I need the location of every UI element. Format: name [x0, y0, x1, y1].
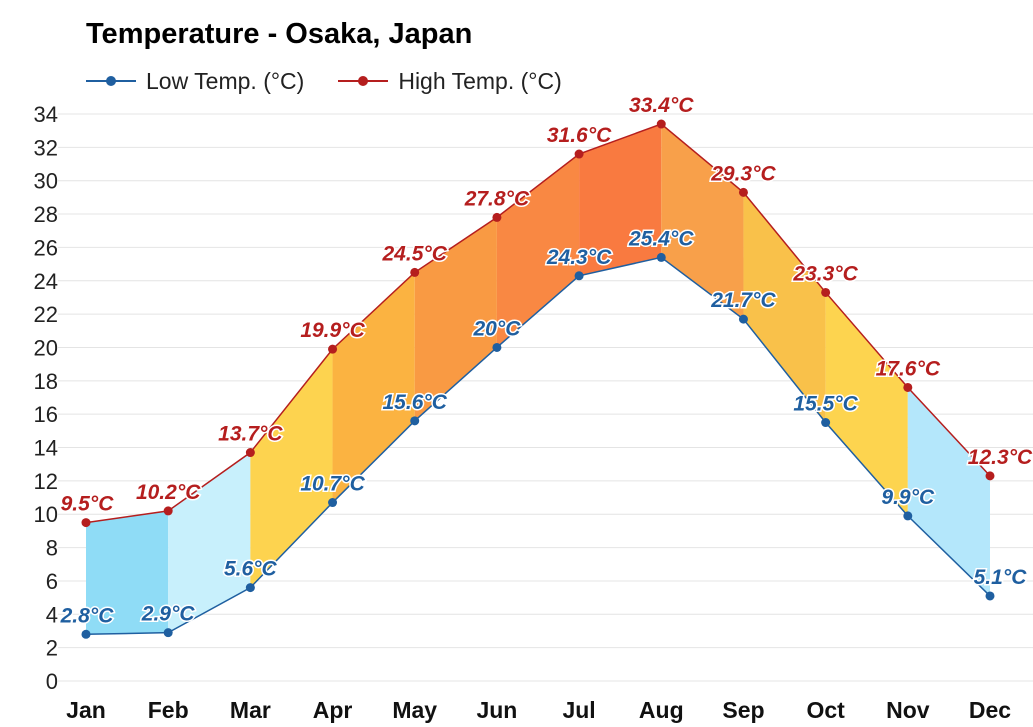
- high-temp-point: [328, 344, 338, 354]
- y-tick-label: 10: [34, 502, 58, 527]
- low-temp-data-label: 5.1°C: [974, 566, 1028, 589]
- x-tick-label: Jul: [562, 697, 595, 723]
- legend-low-label: Low Temp. (°C): [146, 67, 305, 94]
- high-temp-point: [245, 448, 255, 458]
- low-temp-data-label: 15.6°C: [383, 391, 448, 414]
- high-temp-data-label: 19.9°C: [300, 319, 365, 342]
- high-temp-point: [903, 382, 913, 392]
- legend-low-swatch: [86, 71, 136, 91]
- legend: Low Temp. (°C) High Temp. (°C): [86, 66, 596, 96]
- low-temp-point: [821, 418, 831, 428]
- low-temp-point: [410, 416, 420, 426]
- low-temp-point: [985, 591, 995, 601]
- low-temp-point: [245, 583, 255, 593]
- x-tick-label: Oct: [806, 697, 845, 723]
- low-temp-point: [328, 498, 338, 508]
- high-temp-data-label: 13.7°C: [218, 423, 283, 446]
- y-tick-label: 12: [34, 469, 58, 494]
- legend-item-high[interactable]: High Temp. (°C): [338, 67, 562, 95]
- x-tick-label: Feb: [148, 697, 189, 723]
- y-tick-label: 16: [34, 402, 58, 427]
- band-segment: [907, 387, 990, 596]
- band-segment: [414, 217, 497, 421]
- y-tick-label: 2: [46, 636, 58, 661]
- y-tick-label: 14: [34, 436, 58, 461]
- band-segment: [332, 272, 415, 503]
- y-tick-label: 24: [34, 269, 58, 294]
- y-tick-label: 4: [46, 602, 58, 627]
- high-temp-point: [656, 119, 666, 129]
- high-temp-point: [738, 187, 748, 197]
- high-temp-point: [163, 506, 173, 516]
- x-tick-label: Dec: [969, 697, 1011, 723]
- low-temp-point: [81, 629, 91, 639]
- band-segment: [743, 192, 826, 423]
- high-temp-point: [492, 212, 502, 222]
- low-temp-point: [574, 271, 584, 281]
- high-temp-point: [81, 518, 91, 528]
- high-temp-data-label: 24.5°C: [382, 242, 448, 265]
- x-tick-label: Aug: [639, 697, 684, 723]
- band-segment: [86, 510, 169, 635]
- x-tick-label: Nov: [886, 697, 930, 723]
- y-tick-label: 8: [46, 536, 58, 561]
- band-segment: [579, 124, 662, 276]
- y-tick-label: 28: [34, 202, 58, 227]
- high-temp-data-label: 23.3°C: [792, 262, 858, 285]
- y-tick-label: 6: [46, 569, 58, 594]
- chart-title: Temperature - Osaka, Japan: [86, 18, 473, 50]
- band-segment: [250, 349, 333, 588]
- band-segment: [825, 292, 908, 516]
- high-temp-data-label: 33.4°C: [629, 94, 694, 117]
- band-segment: [661, 124, 744, 320]
- low-temp-point: [656, 252, 666, 262]
- x-tick-label: Apr: [313, 697, 353, 723]
- low-temp-point: [903, 511, 913, 521]
- high-temp-data-label: 17.6°C: [876, 357, 941, 380]
- y-tick-label: 34: [34, 102, 58, 127]
- y-tick-label: 20: [34, 335, 58, 360]
- low-temp-point: [163, 628, 173, 638]
- band-segment: [168, 452, 251, 633]
- x-tick-label: Sep: [722, 697, 764, 723]
- low-temp-data-label: 15.5°C: [793, 393, 858, 416]
- low-temp-point: [492, 342, 502, 352]
- y-tick-label: 22: [34, 302, 58, 327]
- x-tick-label: May: [392, 697, 437, 723]
- low-temp-data-label: 21.7°C: [710, 289, 776, 312]
- legend-high-swatch: [338, 71, 389, 91]
- low-temp-data-label: 10.7°C: [300, 473, 365, 496]
- high-temp-point: [985, 471, 995, 481]
- x-tick-label: Jan: [66, 697, 106, 723]
- high-temp-point: [410, 267, 420, 277]
- legend-item-low[interactable]: Low Temp. (°C): [86, 68, 304, 95]
- high-temp-data-label: 27.8°C: [464, 187, 530, 210]
- high-temp-data-label: 31.6°C: [547, 124, 612, 147]
- low-temp-data-label: 2.9°C: [141, 603, 196, 626]
- low-temp-data-label: 9.9°C: [881, 486, 935, 509]
- high-temp-point: [821, 287, 831, 297]
- x-tick-label: Mar: [230, 697, 271, 723]
- high-temp-point: [574, 149, 584, 159]
- low-temp-point: [738, 314, 748, 324]
- high-temp-data-label: 29.3°C: [710, 162, 776, 185]
- y-tick-label: 26: [34, 235, 58, 260]
- y-tick-label: 32: [34, 135, 58, 160]
- low-temp-data-label: 25.4°C: [628, 227, 694, 250]
- low-temp-data-label: 24.3°C: [546, 246, 612, 269]
- low-temp-data-label: 20°C: [472, 317, 521, 340]
- legend-high-label: High Temp. (°C): [398, 67, 562, 94]
- high-temp-line: [85, 123, 991, 524]
- high-temp-data-label: 10.2°C: [136, 481, 201, 504]
- low-temp-data-label: 5.6°C: [224, 558, 278, 581]
- y-tick-label: 30: [34, 169, 58, 194]
- y-tick-label: 0: [46, 669, 58, 694]
- low-temp-line: [85, 256, 991, 636]
- low-temp-data-label: 2.8°C: [60, 604, 115, 627]
- high-temp-data-label: 12.3°C: [968, 446, 1033, 469]
- high-temp-data-label: 9.5°C: [61, 493, 115, 516]
- y-tick-label: 18: [34, 369, 58, 394]
- x-tick-label: Jun: [476, 697, 517, 723]
